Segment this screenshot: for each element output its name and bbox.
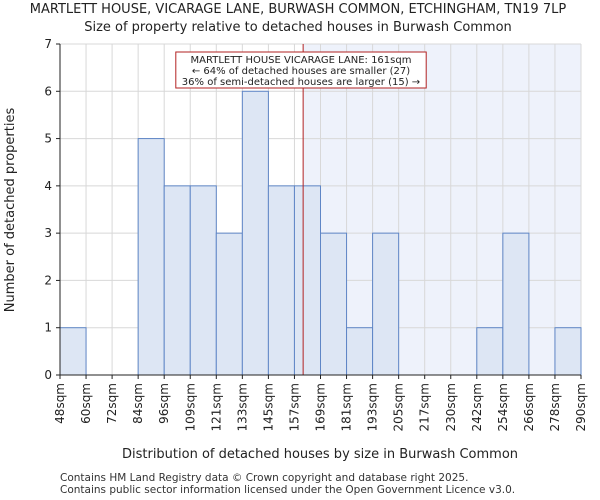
bar [189,185,217,376]
y-tick-label: 0 [44,368,52,382]
x-tick-label: 109sqm [183,383,197,431]
bar [241,90,269,376]
bars [59,90,582,376]
bar [267,185,295,376]
annotation-line-1: MARTLETT HOUSE VICARAGE LANE: 161sqm [191,55,412,66]
x-tick-label: 145sqm [261,383,275,431]
x-tick-label: 169sqm [314,383,328,431]
x-tick-label: 48sqm [53,383,67,424]
bar [293,185,322,376]
x-tick-label: 96sqm [157,383,171,424]
x-tick-labels: 48sqm 60sqm 72sqm 84sqm 96sqm 109sqm 121sqm 133… [53,375,588,431]
x-tick-label: 254sqm [496,383,510,431]
chart-title: MARTLETT HOUSE, VICARAGE LANE, BURWASH C… [30,2,567,17]
x-tick-label: 230sqm [444,383,458,431]
footer-line-1: Contains HM Land Registry data © Crown c… [60,472,468,484]
annotation-line-3: 36% of semi-detached houses are larger (… [182,77,420,88]
bar [476,327,504,376]
bar [320,232,348,376]
x-tick-label: 193sqm [366,383,380,431]
x-tick-label: 60sqm [79,383,93,424]
y-tick-label: 3 [44,226,52,240]
x-tick-label: 157sqm [287,383,301,431]
property-annotation: MARTLETT HOUSE VICARAGE LANE: 161sqm ← 6… [175,51,427,89]
annotation-box [175,51,427,89]
y-tick-label: 6 [44,84,52,98]
bar [59,327,87,376]
bar [502,232,530,376]
x-tick-label: 242sqm [470,383,484,431]
highlight-region [303,44,581,375]
y-tick-label: 7 [44,37,52,51]
footer-line-2: Contains public sector information licen… [60,484,515,496]
bar [372,232,400,376]
bar [554,327,582,376]
bar [346,327,374,376]
y-tick-label: 1 [44,321,52,335]
x-tick-label: 84sqm [131,383,145,424]
bar [163,185,191,376]
y-tick-label: 4 [44,179,52,193]
bar [215,232,243,376]
x-tick-label: 181sqm [340,383,354,431]
chart-subtitle: Size of property relative to detached ho… [84,20,512,35]
y-tick-labels: 0 1 2 3 4 5 6 7 [44,37,60,382]
annotation-line-2: ← 64% of detached houses are smaller (27… [192,66,410,77]
x-tick-label: 72sqm [105,383,119,424]
y-tick-label: 2 [44,273,52,287]
bar [137,138,165,376]
plot-area [59,43,582,376]
x-tick-label: 121sqm [209,383,223,431]
x-tick-label: 133sqm [235,383,249,431]
x-axis-label: Distribution of detached houses by size … [122,447,518,462]
x-tick-label: 290sqm [574,383,588,431]
x-tick-label: 217sqm [418,383,432,431]
x-tick-label: 278sqm [548,383,562,431]
y-axis-label: Number of detached properties [3,108,18,313]
x-tick-label: 205sqm [392,383,406,431]
y-tick-label: 5 [44,132,52,146]
x-tick-label: 266sqm [522,383,536,431]
